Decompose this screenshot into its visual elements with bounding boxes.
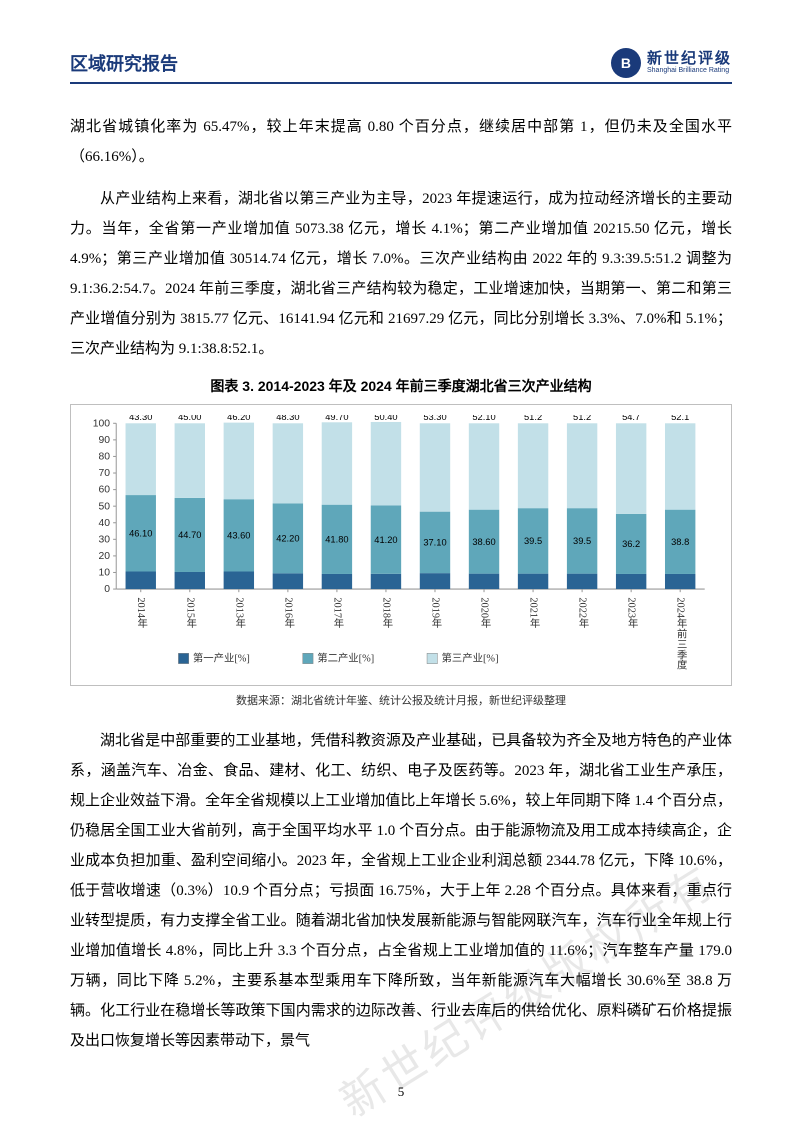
brand-logo-icon: B bbox=[611, 48, 641, 78]
legend-label: 第二产业[%] bbox=[317, 652, 374, 665]
chart-container: 0 10 20 30 40 50 60 70 80 90 100 46.10 43.30 2014年 44.… bbox=[70, 404, 732, 686]
svg-text:2021年: 2021年 bbox=[528, 597, 540, 629]
bar-segment bbox=[273, 573, 303, 589]
svg-text:2023年: 2023年 bbox=[626, 597, 638, 629]
bar-segment bbox=[518, 574, 548, 589]
brand-block: B 新世纪评级 Shanghai Brilliance Rating bbox=[611, 48, 732, 78]
svg-text:43.30: 43.30 bbox=[129, 415, 152, 422]
bar-segment bbox=[616, 423, 646, 514]
bar-segment bbox=[371, 574, 401, 589]
bar-segment bbox=[273, 423, 303, 503]
svg-text:45.00: 45.00 bbox=[178, 415, 201, 422]
chart-source: 数据来源：湖北省统计年鉴、统计公报及统计月报，新世纪评级整理 bbox=[70, 692, 732, 708]
stacked-bar-chart: 0 10 20 30 40 50 60 70 80 90 100 46.10 43.30 2014年 44.… bbox=[81, 415, 713, 674]
svg-text:0: 0 bbox=[104, 584, 110, 595]
svg-text:38.8: 38.8 bbox=[671, 537, 689, 547]
svg-text:37.10: 37.10 bbox=[423, 538, 446, 548]
bar-segment bbox=[175, 572, 205, 589]
svg-text:90: 90 bbox=[98, 435, 110, 446]
svg-text:39.5: 39.5 bbox=[573, 536, 591, 546]
bar-segment bbox=[469, 423, 499, 509]
svg-text:80: 80 bbox=[98, 452, 110, 463]
svg-text:30: 30 bbox=[98, 534, 110, 545]
bar-segment bbox=[175, 423, 205, 498]
report-type-title: 区域研究报告 bbox=[70, 50, 178, 76]
svg-text:10: 10 bbox=[98, 568, 110, 579]
svg-text:50: 50 bbox=[98, 501, 110, 512]
svg-text:51.2: 51.2 bbox=[524, 415, 542, 422]
bar-segment bbox=[126, 423, 156, 495]
legend-swatch bbox=[178, 653, 188, 663]
svg-text:49.70: 49.70 bbox=[325, 415, 348, 422]
svg-text:53.30: 53.30 bbox=[423, 415, 446, 422]
bar-segment bbox=[469, 574, 499, 589]
svg-text:46.20: 46.20 bbox=[227, 415, 250, 422]
bar-segment bbox=[224, 423, 254, 500]
bar-segment bbox=[665, 423, 695, 509]
svg-text:2020年: 2020年 bbox=[479, 597, 491, 629]
bar-segment bbox=[518, 423, 548, 508]
brand-name-en: Shanghai Brilliance Rating bbox=[647, 67, 732, 75]
svg-text:2015年: 2015年 bbox=[184, 597, 196, 629]
bar-segment bbox=[126, 571, 156, 589]
bar-segment bbox=[322, 574, 352, 589]
bar-segment bbox=[371, 422, 401, 506]
paragraph-1: 湖北省城镇化率为 65.47%，较上年末提高 0.80 个百分点，继续居中部第 … bbox=[70, 112, 732, 172]
svg-text:2022年: 2022年 bbox=[577, 597, 589, 629]
svg-text:41.80: 41.80 bbox=[325, 534, 348, 544]
legend-label: 第一产业[%] bbox=[193, 652, 250, 665]
bar-segment bbox=[322, 422, 352, 504]
svg-text:40: 40 bbox=[98, 518, 110, 529]
svg-text:36.2: 36.2 bbox=[622, 539, 640, 549]
svg-text:46.10: 46.10 bbox=[129, 528, 152, 538]
svg-text:44.70: 44.70 bbox=[178, 530, 201, 540]
svg-text:41.20: 41.20 bbox=[374, 535, 397, 545]
svg-text:38.60: 38.60 bbox=[472, 537, 495, 547]
brand-text: 新世纪评级 Shanghai Brilliance Rating bbox=[647, 51, 732, 75]
bar-segment bbox=[420, 573, 450, 589]
svg-text:51.2: 51.2 bbox=[573, 415, 591, 422]
svg-text:48.30: 48.30 bbox=[276, 415, 299, 422]
paragraph-2: 从产业结构上来看，湖北省以第三产业为主导，2023 年提速运行，成为拉动经济增长… bbox=[70, 184, 732, 364]
svg-text:2019年: 2019年 bbox=[429, 597, 441, 629]
svg-text:43.60: 43.60 bbox=[227, 530, 250, 540]
svg-text:2024年前三季度: 2024年前三季度 bbox=[675, 597, 687, 670]
bar-segment bbox=[567, 574, 597, 589]
svg-text:54.7: 54.7 bbox=[622, 415, 640, 422]
svg-text:2018年: 2018年 bbox=[380, 597, 392, 629]
bar-segment bbox=[616, 574, 646, 589]
page-number: 5 bbox=[70, 1084, 732, 1100]
svg-text:52.1: 52.1 bbox=[671, 415, 689, 422]
legend-swatch bbox=[303, 653, 313, 663]
svg-text:60: 60 bbox=[98, 485, 110, 496]
svg-text:50.40: 50.40 bbox=[374, 415, 397, 422]
svg-text:2017年: 2017年 bbox=[331, 597, 343, 629]
legend-label: 第三产业[%] bbox=[442, 652, 499, 665]
bar-segment bbox=[420, 423, 450, 511]
bar-segment bbox=[567, 423, 597, 508]
svg-text:42.20: 42.20 bbox=[276, 533, 299, 543]
legend-swatch bbox=[427, 653, 437, 663]
svg-text:2014年: 2014年 bbox=[135, 597, 147, 629]
bar-segment bbox=[224, 571, 254, 589]
chart-title: 图表 3. 2014-2023 年及 2024 年前三季度湖北省三次产业结构 bbox=[70, 376, 732, 396]
paragraph-3: 湖北省是中部重要的工业基地，凭借科教资源及产业基础，已具备较为齐全及地方特色的产… bbox=[70, 726, 732, 1056]
svg-text:2013年: 2013年 bbox=[233, 597, 245, 629]
svg-text:39.5: 39.5 bbox=[524, 536, 542, 546]
svg-text:20: 20 bbox=[98, 551, 110, 562]
page-header: 区域研究报告 B 新世纪评级 Shanghai Brilliance Ratin… bbox=[70, 48, 732, 84]
svg-text:70: 70 bbox=[98, 468, 110, 479]
bar-segment bbox=[665, 574, 695, 589]
brand-name-cn: 新世纪评级 bbox=[647, 51, 732, 68]
svg-text:2016年: 2016年 bbox=[282, 597, 294, 629]
svg-text:100: 100 bbox=[93, 418, 111, 429]
svg-text:52.10: 52.10 bbox=[472, 415, 495, 422]
